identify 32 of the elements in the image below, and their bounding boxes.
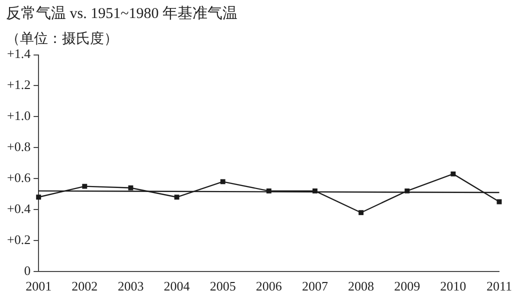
point xyxy=(36,194,42,200)
point xyxy=(496,199,502,204)
y-tick-label: +1.4 xyxy=(6,46,32,62)
y-tick-label: +0.6 xyxy=(6,170,32,185)
point xyxy=(174,194,180,200)
y-tick-label: +0.8 xyxy=(6,139,31,154)
point xyxy=(266,188,272,194)
x-tick-label: 2009 xyxy=(394,278,420,294)
point xyxy=(358,210,364,216)
point xyxy=(450,171,456,176)
y-tick-label: +0.4 xyxy=(6,200,32,216)
chart-subtitle: （单位：摄氏度） xyxy=(6,30,118,48)
x-tick-label: 2010 xyxy=(440,278,466,294)
x-tick-label: 2002 xyxy=(72,278,98,294)
x-tick-label: 2011 xyxy=(486,278,512,294)
point xyxy=(220,179,226,184)
y-tick-label: +1.0 xyxy=(6,108,31,124)
point xyxy=(128,185,134,190)
point xyxy=(312,188,318,194)
point xyxy=(82,184,88,189)
y-tick-label: 0 xyxy=(24,262,31,278)
x-tick-label: 2005 xyxy=(210,278,236,294)
x-tick-label: 2003 xyxy=(118,278,144,294)
x-tick-label: 2008 xyxy=(348,278,374,294)
x-tick-label: 2006 xyxy=(256,278,282,294)
y-tick-label: +0.2 xyxy=(6,232,31,247)
point xyxy=(404,188,410,194)
x-tick-label: 2004 xyxy=(164,278,190,294)
x-tick-label: 2001 xyxy=(26,278,52,294)
chart-title: 反常气温 vs. 1951~1980 年基准气温 xyxy=(6,4,238,23)
y-tick-label: +1.2 xyxy=(6,77,31,92)
x-tick-label: 2007 xyxy=(302,278,328,294)
